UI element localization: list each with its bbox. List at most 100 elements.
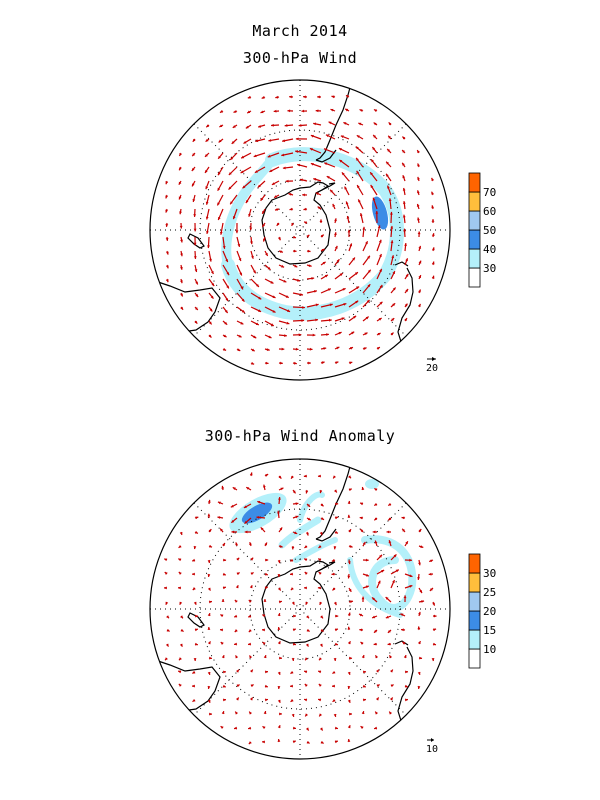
wind-vector (165, 236, 169, 241)
wind-vector (320, 740, 324, 744)
wind-vector (320, 347, 327, 350)
wind-vector (276, 222, 280, 227)
colorbar-1-tick: 70 (483, 186, 496, 199)
wind-vector (359, 502, 364, 506)
wind-vector (217, 180, 224, 192)
wind-vector (292, 740, 297, 744)
wind-vector (244, 530, 252, 534)
wind-vector (400, 628, 406, 632)
wind-vector (320, 615, 324, 619)
wind-vector (334, 628, 339, 632)
wind-vector (236, 684, 240, 688)
wind-vector (370, 184, 378, 196)
wind-vector (332, 699, 336, 703)
wind-vector (303, 670, 308, 674)
wind-vector (192, 698, 196, 703)
wind-vector (222, 292, 229, 302)
wind-vector (320, 234, 325, 238)
wind-vector (313, 178, 322, 182)
wind-vector (334, 302, 347, 308)
wind-vector (277, 724, 281, 729)
wind-vector (306, 517, 312, 521)
wind-vector (232, 486, 238, 491)
wind-vector (292, 628, 297, 632)
wind-vector (416, 190, 420, 196)
wind-vector (371, 596, 378, 603)
colorbar-2-tick: 10 (483, 643, 496, 656)
wind-vector (362, 698, 367, 702)
panel-1-map (149, 79, 451, 381)
wind-vector (417, 685, 421, 690)
wind-vector (243, 138, 252, 145)
wind-vector (289, 558, 294, 562)
wind-vector (278, 656, 283, 660)
wind-vector (233, 110, 238, 114)
wind-vector (268, 138, 280, 142)
wind-vector (348, 361, 353, 365)
wind-vector (292, 502, 299, 506)
wind-vector (261, 222, 266, 228)
wind-vector (358, 613, 364, 617)
coastline (187, 612, 205, 628)
wind-vector (401, 516, 406, 520)
wind-speed-contour (278, 516, 322, 549)
wind-vector (193, 250, 197, 259)
wind-vector (431, 657, 435, 662)
wind-vector (290, 475, 294, 480)
wind-vector (260, 194, 266, 202)
colorbar-2-tick: 25 (483, 586, 496, 599)
wind-vector (317, 670, 322, 674)
wind-vector (292, 306, 305, 309)
wind-vector (386, 148, 392, 154)
wind-vector (417, 176, 420, 182)
wind-vector (219, 110, 224, 114)
wind-vector (318, 657, 322, 661)
wind-speed-contour (361, 535, 417, 612)
wind-vector (390, 569, 400, 575)
wind-vector (217, 166, 224, 176)
wind-vector (207, 573, 211, 578)
wind-vector (432, 601, 436, 606)
wind-vector (320, 517, 325, 521)
wind-vector (306, 333, 316, 337)
wind-vector (222, 236, 226, 249)
wind-vector (179, 601, 183, 605)
wind-vector (390, 287, 397, 294)
wind-vector (219, 528, 224, 533)
wind-speed-contour (221, 155, 277, 270)
wind-vector (245, 194, 252, 204)
wind-vector (334, 502, 339, 506)
wind-vector (347, 500, 351, 505)
wind-vector (247, 642, 252, 646)
wind-vector (260, 110, 266, 114)
wind-vector (390, 302, 396, 308)
wind-vector (306, 303, 319, 308)
wind-vector (250, 264, 257, 274)
wind-vector (236, 334, 242, 338)
wind-speed-contour (347, 557, 403, 618)
wind-vector (179, 531, 183, 536)
wind-vector (249, 697, 254, 701)
colorbar-2-segment (468, 591, 481, 612)
wind-vector (234, 629, 238, 633)
wind-vector (234, 599, 238, 603)
wind-vector (404, 584, 413, 589)
wind-vector (385, 596, 392, 603)
wind-vector (204, 152, 210, 158)
wind-vector (317, 558, 322, 562)
wind-vector (374, 540, 378, 547)
wind-vector (277, 587, 282, 591)
wind-vector (263, 654, 267, 659)
wind-vector (303, 207, 308, 211)
wind-vector (376, 332, 381, 336)
wind-vector (277, 510, 280, 519)
wind-vector (264, 361, 269, 365)
wind-vector (222, 264, 230, 276)
wind-vector (347, 724, 351, 729)
wind-vector (361, 596, 365, 603)
wind-vector (360, 528, 364, 533)
wind-vector (164, 571, 168, 575)
wind-vector (262, 614, 266, 618)
wind-vector (191, 558, 196, 562)
wind-vector (376, 284, 383, 294)
